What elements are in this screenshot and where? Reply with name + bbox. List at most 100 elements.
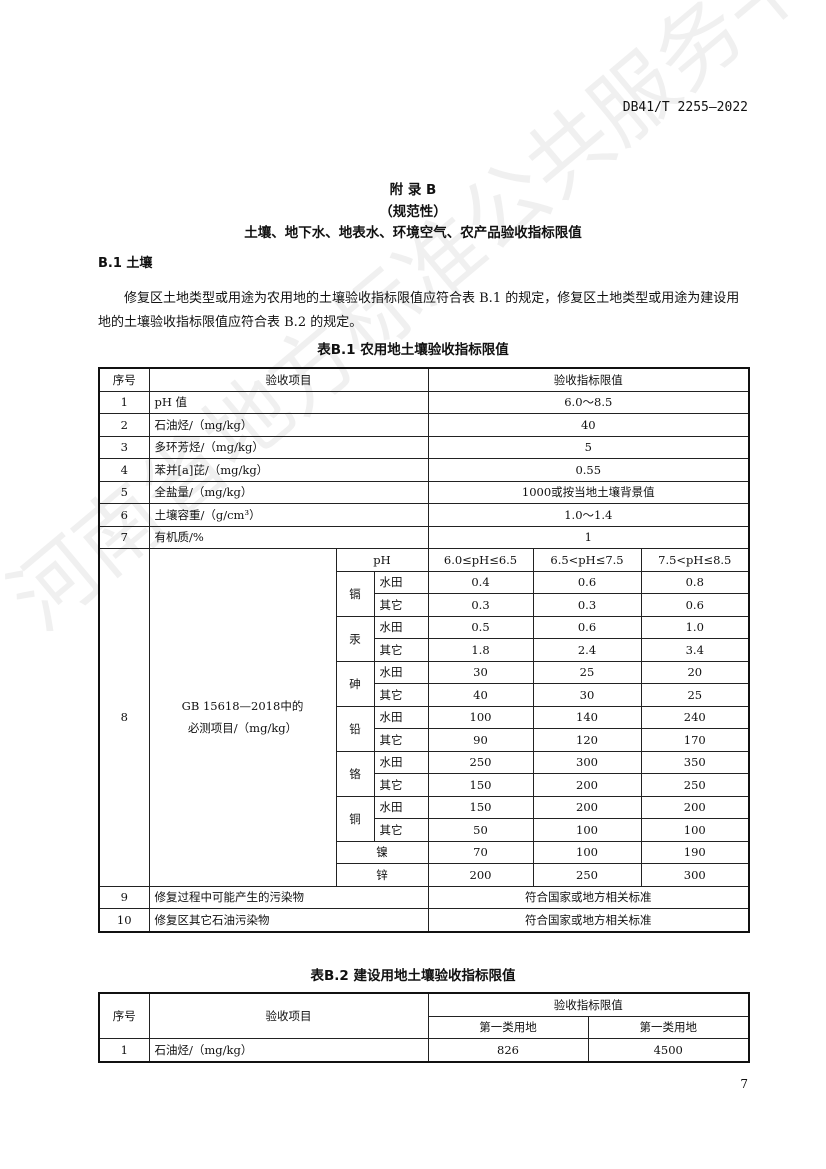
table-cell: 水田 bbox=[373, 795, 429, 819]
table-cell: 7 bbox=[98, 525, 150, 549]
header-cell: 验收指标限值 bbox=[427, 992, 750, 1017]
table-row: 4 苯并[a]芘/（mg/kg） 0.55 bbox=[98, 458, 750, 482]
table-cell: 50 bbox=[427, 818, 534, 842]
table-cell: 0.4 bbox=[427, 570, 534, 594]
appendix-nature: （规范性） bbox=[379, 204, 447, 220]
table-cell: 水田 bbox=[373, 750, 429, 774]
table-cell: 250 bbox=[427, 750, 534, 774]
table-cell: 70 bbox=[427, 840, 534, 864]
table-cell: 2.4 bbox=[532, 638, 642, 662]
table-b1: 序号 验收项目 验收指标限值 1 pH 值 6.0～8.5 2 石油烃/（mg/kg） 40 3 多… bbox=[98, 367, 751, 933]
table-row: 7 有机质/% 1 bbox=[98, 525, 750, 549]
table-cell: 符合国家或地方相关标准 bbox=[427, 885, 750, 909]
table-cell: 其它 bbox=[373, 593, 429, 617]
table-cell: 30 bbox=[427, 660, 534, 684]
table-cell: 10 bbox=[98, 908, 150, 932]
table-cell: 2 bbox=[98, 413, 150, 437]
header-cell: 序号 bbox=[98, 992, 150, 1039]
table-cell: GB 15618—2018中的必测项目/（mg/kg） bbox=[148, 548, 337, 887]
table-cell: 水田 bbox=[373, 660, 429, 684]
table-cell: 100 bbox=[427, 705, 534, 729]
table-cell: 符合国家或地方相关标准 bbox=[427, 908, 750, 932]
table-cell: 100 bbox=[532, 818, 642, 842]
appendix-subtitle: 土壤、地下水、地表水、环境空气、农产品验收指标限值 bbox=[244, 225, 582, 241]
table-cell: 8 bbox=[98, 548, 150, 887]
header-cell: 验收项目 bbox=[148, 992, 429, 1039]
header-cell: 序号 bbox=[98, 367, 150, 392]
table-cell: 有机质/% bbox=[148, 525, 429, 549]
table-cell: 140 bbox=[532, 705, 642, 729]
table-cell: 150 bbox=[427, 773, 534, 797]
table-cell: 30 bbox=[532, 683, 642, 707]
table-row: 汞水田 0.5 0.6 1.0 bbox=[99, 615, 750, 662]
table-cell: 4 bbox=[98, 458, 150, 482]
table-cell: 200 bbox=[427, 863, 534, 887]
table-cell: 修复过程中可能产生的污染物 bbox=[148, 885, 429, 909]
table-cell: 0.55 bbox=[427, 458, 750, 482]
table-cell: 5 bbox=[427, 435, 750, 459]
table2-caption: 表B.2 建设用地土壤验收指标限值 bbox=[310, 968, 516, 984]
appendix-title: 附 录 B bbox=[389, 182, 437, 198]
table-cell: 0.6 bbox=[532, 615, 642, 639]
table-row: 其它 150 200 250 bbox=[99, 773, 750, 797]
table-cell: 25 bbox=[640, 683, 750, 707]
table-row: 1 pH 值 6.0～8.5 bbox=[98, 390, 750, 414]
table-cell: 1.0 bbox=[640, 615, 750, 639]
standard-number: DB41/T 2255—2022 bbox=[622, 100, 748, 115]
table-header-row: 序号 验收项目 验收指标限值 bbox=[98, 367, 750, 392]
table-cell: 200 bbox=[532, 795, 642, 819]
table-row: 9 修复过程中可能产生的污染物 符合国家或地方相关标准 bbox=[98, 885, 750, 909]
table-cell: 300 bbox=[640, 863, 750, 887]
table-row: 其它 90 120 170 bbox=[99, 728, 750, 752]
table-cell: 铜 bbox=[335, 795, 375, 842]
table-cell: 其它 bbox=[373, 683, 429, 707]
table-cell: 100 bbox=[640, 818, 750, 842]
table-cell: 3 bbox=[98, 435, 150, 459]
page-number: 7 bbox=[740, 1077, 748, 1091]
table-row: 10 修复区其它石油污染物 符合国家或地方相关标准 bbox=[98, 908, 750, 932]
table-cell: 6.0≤pH≤6.5 bbox=[427, 548, 534, 572]
table-row: 其它 50 100 100 bbox=[99, 818, 750, 842]
table-cell: 0.6 bbox=[532, 570, 642, 594]
table-row: 3 多环芳烃/（mg/kg） 5 bbox=[98, 435, 750, 459]
header-cell: 验收指标限值 bbox=[427, 367, 750, 392]
table-cell: 0.6 bbox=[640, 593, 750, 617]
table-row: 6 土壤容重/（g/cm³） 1.0～1.4 bbox=[98, 503, 750, 527]
table-row: 其它 1.8 2.4 3.4 bbox=[99, 638, 750, 662]
table-cell: 土壤容重/（g/cm³） bbox=[148, 503, 429, 527]
table-cell: 修复区其它石油污染物 bbox=[148, 908, 429, 932]
table-cell: 其它 bbox=[373, 638, 429, 662]
table-cell: 25 bbox=[532, 660, 642, 684]
table-row: 1 石油烃/（mg/kg） 826 4500 bbox=[98, 1038, 750, 1062]
table-row: 其它 40 30 25 bbox=[99, 683, 750, 707]
table-cell: 砷 bbox=[335, 660, 375, 707]
table-cell: 6.0～8.5 bbox=[427, 390, 750, 414]
table-cell: 1 bbox=[427, 525, 750, 549]
table-cell: 190 bbox=[640, 840, 750, 864]
table-cell: 200 bbox=[640, 795, 750, 819]
table-cell: 石油烃/（mg/kg） bbox=[148, 413, 429, 437]
table-cell: 5 bbox=[98, 480, 150, 504]
table-cell: 铬 bbox=[335, 750, 375, 797]
table-b2: 序号 验收项目 验收指标限值 第一类用地 第一类用地 1 石油烃/（mg/kg）… bbox=[98, 992, 750, 1063]
header-cell: 验收项目 bbox=[148, 367, 429, 392]
table-cell: pH 值 bbox=[148, 390, 429, 414]
table-cell: 1.8 bbox=[427, 638, 534, 662]
table-cell: 90 bbox=[427, 728, 534, 752]
table-cell: 0.3 bbox=[532, 593, 642, 617]
table-cell: 苯并[a]芘/（mg/kg） bbox=[148, 458, 429, 482]
table-cell: 铅 bbox=[335, 705, 375, 752]
section-paragraph: 修复区土地类型或用途为农用地的土壤验收指标限值应符合表 B.1 的规定，修复区土… bbox=[98, 291, 740, 330]
table-cell: 350 bbox=[640, 750, 750, 774]
table-cell: 0.8 bbox=[640, 570, 750, 594]
table-cell: 全盐量/（mg/kg） bbox=[148, 480, 429, 504]
table-cell: 40 bbox=[427, 683, 534, 707]
table-row: 5 全盐量/（mg/kg） 1000或按当地土壤背景值 bbox=[98, 480, 750, 504]
table-cell: 1.0～1.4 bbox=[427, 503, 750, 527]
table1-caption: 表B.1 农用地土壤验收指标限值 bbox=[317, 342, 509, 358]
table-cell: 100 bbox=[532, 840, 642, 864]
table-cell: 其它 bbox=[373, 818, 429, 842]
table-cell: 6 bbox=[98, 503, 150, 527]
table-cell: 200 bbox=[532, 773, 642, 797]
table-header-row: 序号 验收项目 验收指标限值 bbox=[98, 992, 750, 1039]
